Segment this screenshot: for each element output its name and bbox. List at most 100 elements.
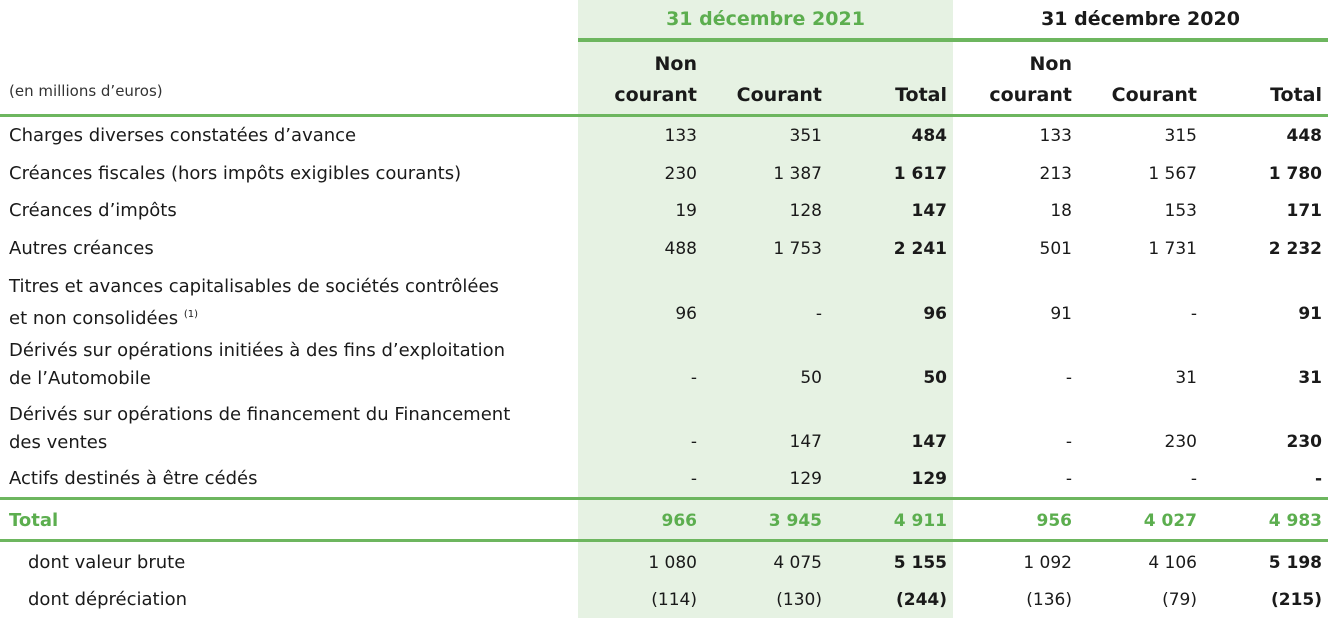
row-label-line1: Titres et avances capitalisables de soci… [9, 276, 499, 297]
cell-courant-2020: 315 [1164, 126, 1197, 146]
cell-total-2021: 147 [911, 432, 948, 452]
cell-total-2021: 129 [911, 469, 948, 489]
row-label-line1: Dérivés sur opérations de financement du… [9, 404, 511, 425]
cell-total-2020: 448 [1286, 126, 1323, 146]
header-rule [0, 114, 1328, 117]
cell-total-2021: 4 911 [893, 511, 947, 531]
cell-courant-2020: - [1190, 469, 1197, 489]
cell-non-courant-2021: (114) [651, 590, 697, 610]
cell-total-2020: 171 [1286, 201, 1323, 221]
col-non-courant-2021: Non courant [578, 49, 697, 111]
col-total-2020: Total [1270, 84, 1322, 106]
col-total-2021: Total [895, 84, 947, 106]
cell-courant-2021: 1 387 [773, 164, 822, 184]
cell-courant-2020: - [1190, 304, 1197, 324]
cell-courant-2021: 3 945 [768, 511, 822, 531]
cell-total-2020: 91 [1298, 304, 1322, 324]
units-label: (en millions d’euros) [9, 82, 163, 100]
cell-courant-2020: 153 [1164, 201, 1197, 221]
cell-non-courant-2020: 501 [1039, 239, 1072, 259]
sub-row-label: dont valeur brute [28, 552, 186, 573]
cell-non-courant-2020: - [1065, 368, 1072, 388]
cell-non-courant-2021: - [690, 432, 697, 452]
cell-non-courant-2021: 19 [675, 201, 697, 221]
col-courant-2020: Courant [1111, 84, 1197, 106]
cell-courant-2021: 351 [789, 126, 822, 146]
cell-non-courant-2020: 1 092 [1023, 553, 1072, 573]
cell-non-courant-2021: 966 [661, 511, 698, 531]
cell-courant-2021: (130) [776, 590, 822, 610]
col-non-courant-2020-line1: Non [1029, 53, 1072, 75]
cell-total-2020: (215) [1270, 590, 1322, 610]
cell-courant-2021: 147 [789, 432, 822, 452]
cell-courant-2020: 230 [1164, 432, 1197, 452]
row-label: Créances fiscales (hors impôts exigibles… [9, 163, 462, 184]
row-label: Actifs destinés à être cédés [9, 468, 258, 489]
footnote-marker: (1) [183, 309, 198, 320]
total-top-rule [0, 497, 1328, 500]
cell-courant-2021: 1 753 [773, 239, 822, 259]
cell-total-2020: 2 232 [1268, 239, 1322, 259]
row-label-line2-text: et non consolidées [9, 308, 179, 329]
cell-non-courant-2020: 133 [1039, 126, 1072, 146]
cell-non-courant-2020: 956 [1036, 511, 1073, 531]
cell-non-courant-2021: 96 [675, 304, 697, 324]
total-bottom-rule [0, 539, 1328, 542]
cell-total-2021: 1 617 [893, 164, 947, 184]
col-non-courant-2021-line1: Non [654, 53, 697, 75]
cell-courant-2020: 4 027 [1143, 511, 1197, 531]
col-non-courant-2020-line2: courant [989, 84, 1072, 106]
sub-row-label: dont dépréciation [28, 589, 188, 610]
cell-non-courant-2020: - [1065, 432, 1072, 452]
cell-non-courant-2021: 488 [664, 239, 697, 259]
cell-total-2020: - [1314, 469, 1322, 489]
cell-courant-2020: 1 731 [1148, 239, 1197, 259]
cell-non-courant-2020: 91 [1050, 304, 1072, 324]
cell-courant-2021: 129 [789, 469, 822, 489]
cell-non-courant-2020: 213 [1039, 164, 1072, 184]
col-non-courant-2020: Non courant [953, 49, 1072, 111]
row-label: Autres créances [9, 238, 154, 259]
cell-non-courant-2021: - [690, 368, 697, 388]
cell-total-2021: 96 [923, 304, 947, 324]
cell-total-2020: 230 [1286, 432, 1323, 452]
cell-total-2020: 1 780 [1268, 164, 1322, 184]
row-label-line2: de l’Automobile [9, 368, 151, 389]
period-2020-rule [953, 38, 1328, 42]
cell-total-2021: (244) [895, 590, 947, 610]
cell-non-courant-2021: 1 080 [648, 553, 697, 573]
cell-total-2021: 484 [911, 126, 948, 146]
cell-non-courant-2020: - [1065, 469, 1072, 489]
cell-non-courant-2020: 18 [1050, 201, 1072, 221]
period-2021-header: 31 décembre 2021 [666, 8, 865, 30]
period-2021-rule [578, 38, 953, 42]
cell-total-2021: 2 241 [893, 239, 947, 259]
cell-courant-2020: 1 567 [1148, 164, 1197, 184]
row-label: Titres et avances capitalisables de soci… [9, 273, 569, 333]
cell-total-2020: 5 198 [1268, 553, 1322, 573]
col-courant-2021: Courant [736, 84, 822, 106]
total-label: Total [9, 510, 59, 531]
cell-total-2021: 5 155 [893, 553, 947, 573]
row-label-line2: des ventes [9, 432, 108, 453]
cell-total-2021: 50 [923, 368, 947, 388]
cell-non-courant-2020: (136) [1026, 590, 1072, 610]
row-label: Charges diverses constatées d’avance [9, 125, 357, 146]
row-label: Dérivés sur opérations initiées à des fi… [9, 337, 569, 393]
row-label-line2: et non consolidées (1) [9, 301, 569, 333]
col-non-courant-2021-line2: courant [614, 84, 697, 106]
cell-courant-2021: - [815, 304, 822, 324]
cell-courant-2020: (79) [1162, 590, 1197, 610]
cell-courant-2021: 128 [789, 201, 822, 221]
shaded-column-2021 [578, 0, 953, 618]
cell-courant-2021: 4 075 [773, 553, 822, 573]
cell-total-2020: 4 983 [1268, 511, 1322, 531]
cell-total-2020: 31 [1298, 368, 1322, 388]
cell-non-courant-2021: 133 [664, 126, 697, 146]
cell-non-courant-2021: 230 [664, 164, 697, 184]
row-label: Créances d’impôts [9, 200, 177, 221]
cell-total-2021: 147 [911, 201, 948, 221]
cell-courant-2020: 4 106 [1148, 553, 1197, 573]
period-2020-header: 31 décembre 2020 [1041, 8, 1240, 30]
